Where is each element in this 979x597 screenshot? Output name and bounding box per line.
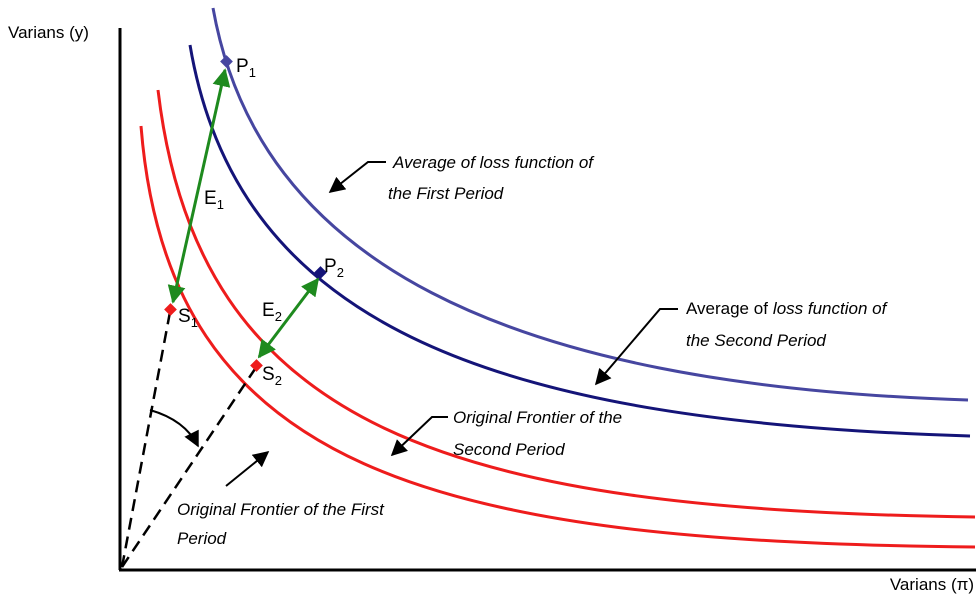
- rotation-arrow: [149, 409, 199, 448]
- annotation-text: the First Period: [388, 184, 504, 203]
- label-s2: S2: [262, 364, 282, 388]
- point-p2: [314, 266, 327, 279]
- x-axis-label: Varians (π): [890, 575, 974, 594]
- annotation-text: Second Period: [453, 440, 565, 459]
- y-axis-label: Varians (y): [8, 23, 89, 42]
- annotation-text: the Second Period: [686, 331, 826, 350]
- ray-s1: [120, 311, 172, 568]
- ray-s2: [120, 365, 259, 568]
- point-p1: [220, 55, 233, 68]
- annotation-text: Period: [177, 529, 227, 548]
- point-s1: [164, 303, 177, 316]
- annotation-arrow: [390, 416, 448, 457]
- point-s2: [250, 359, 263, 372]
- annotation-arrow: [225, 450, 270, 487]
- annotation-text: Original Frontier of the: [453, 408, 622, 427]
- annotation-text: Average of loss function of: [392, 153, 595, 172]
- label-p2: P2: [324, 256, 344, 280]
- loss-curve-first: [211, 7, 969, 402]
- distance-e2: [257, 277, 320, 359]
- annotation-arrow: [328, 161, 386, 193]
- label-e1: E1: [204, 188, 224, 212]
- label-p1: P1: [236, 56, 256, 80]
- annotation-arrow: [594, 308, 678, 386]
- annotation-text: Average of loss function of: [686, 299, 889, 318]
- annotation-text: Original Frontier of the First: [177, 500, 385, 519]
- label-s1: S1: [178, 306, 198, 330]
- distance-e1: [167, 68, 231, 304]
- label-e2: E2: [262, 300, 282, 324]
- loss-curve-second: [188, 44, 971, 438]
